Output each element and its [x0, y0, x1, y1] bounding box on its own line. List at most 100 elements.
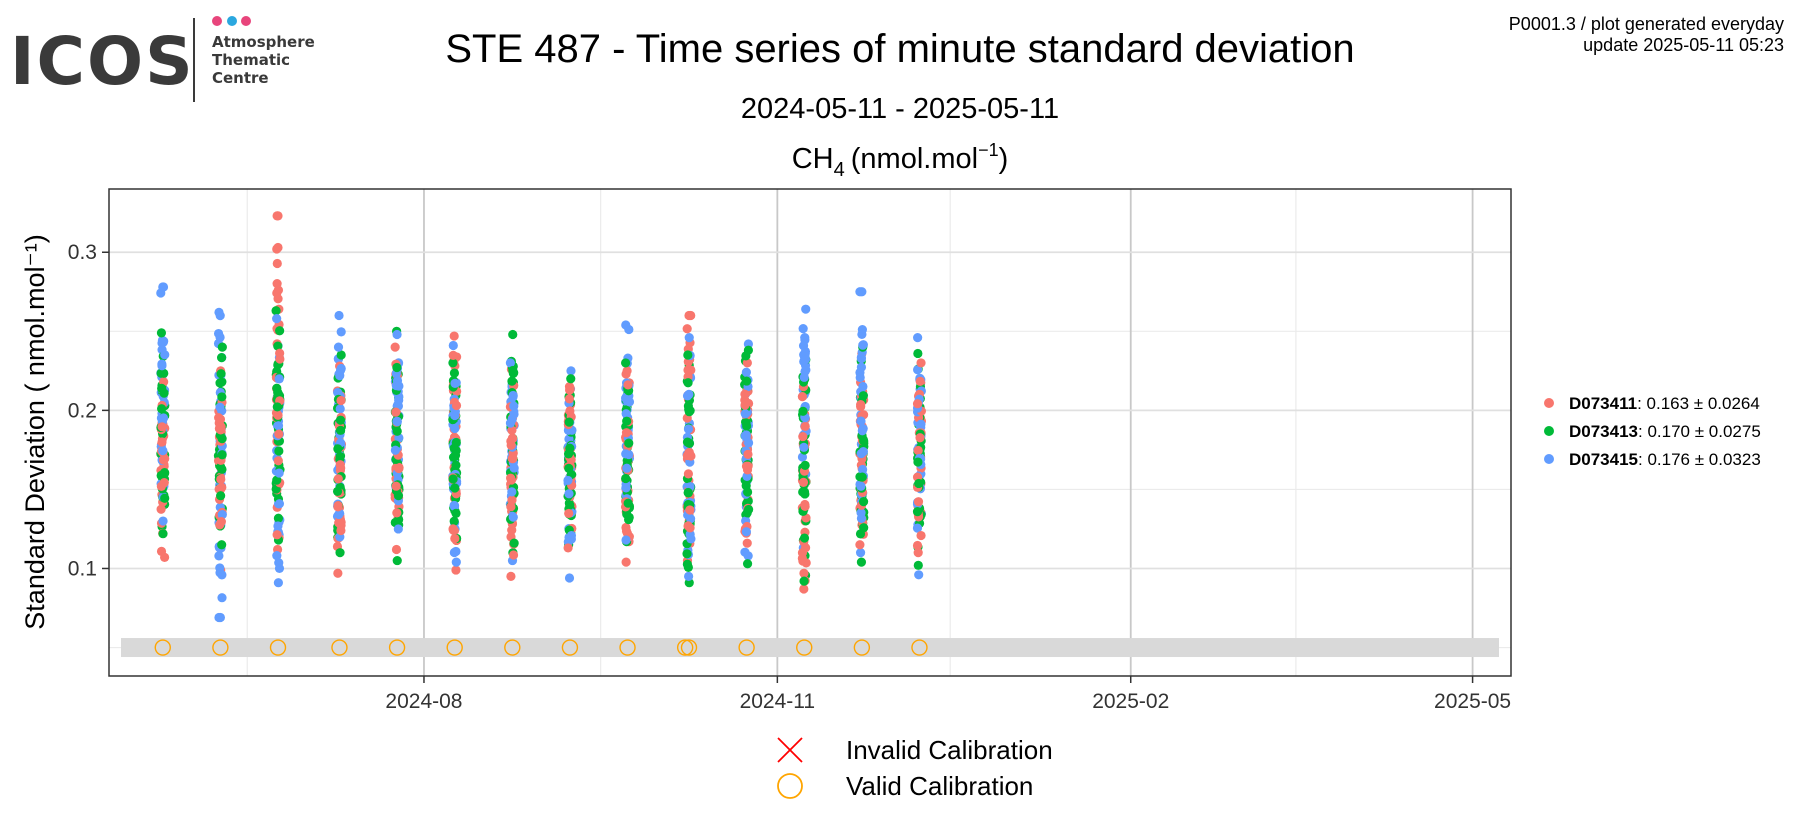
data-point-d073413	[798, 487, 808, 497]
data-point-d073413	[449, 516, 459, 526]
valid-calibration-marker	[331, 639, 348, 656]
data-point-d073413	[451, 460, 461, 470]
data-point-d073411	[506, 473, 516, 483]
data-point-d073415	[394, 381, 404, 391]
data-point-d073411	[683, 469, 694, 479]
data-point-d073415	[743, 438, 754, 448]
x-tick-label: 2025-05	[1434, 690, 1511, 713]
data-point-d073411	[273, 242, 283, 253]
invalid-calibration-label: Invalid Calibration	[846, 735, 1053, 765]
data-point-d073415	[335, 371, 345, 381]
data-point-d073411	[335, 460, 345, 470]
data-point-d073415	[273, 578, 283, 588]
data-point-d073411	[915, 433, 925, 443]
data-point-d073415	[274, 374, 284, 384]
data-point-d073413	[621, 358, 631, 368]
data-point-d073415	[214, 551, 224, 561]
legend-colon: :	[1637, 394, 1646, 413]
data-point-d073411	[508, 454, 518, 464]
data-point-d073411	[336, 395, 346, 406]
data-point-d073415	[855, 548, 866, 558]
data-point-d073413	[563, 449, 574, 459]
legend-series-name: D073411	[1569, 394, 1637, 413]
species-title: CH4 (nmol.mol−1)	[792, 140, 1009, 181]
legend-series-stat: 0.176 ± 0.0323	[1647, 450, 1760, 469]
calibration-markers	[154, 639, 928, 656]
species-main: CH	[792, 143, 834, 175]
data-point-d073411	[333, 568, 343, 578]
data-point-d073411	[740, 389, 750, 399]
data-point-d073411	[507, 495, 517, 505]
data-point-d073411	[565, 406, 575, 416]
valid-calibration-legend-item: Valid Calibration	[777, 771, 1033, 801]
data-point-d073413	[800, 460, 810, 470]
y-tick-label: 0.1	[68, 557, 97, 580]
data-point-d073413	[217, 377, 227, 387]
data-point-d073411	[563, 543, 573, 553]
data-point-d073413	[508, 329, 518, 340]
data-point-d073415	[621, 449, 631, 459]
data-point-d073411	[391, 481, 401, 491]
valid-calibration-marker	[911, 639, 928, 656]
data-point-d073415	[913, 365, 923, 375]
logo-dot	[241, 16, 251, 26]
data-point-d073413	[683, 562, 693, 572]
data-point-d073415	[797, 452, 808, 462]
data-point-d073415	[800, 335, 810, 345]
data-point-d073415	[740, 547, 750, 557]
data-point-d073415	[740, 409, 750, 419]
data-point-d073411	[334, 518, 344, 528]
data-point-d073411	[622, 366, 632, 376]
cross-icon	[777, 737, 803, 763]
data-point-d073413	[684, 438, 695, 448]
data-point-d073411	[157, 422, 167, 432]
data-point-d073415	[217, 593, 227, 603]
data-point-d073411	[621, 557, 631, 567]
data-point-d073415	[334, 310, 344, 321]
date-range: 2024-05-11 - 2025-05-11	[741, 93, 1059, 125]
species-subscript: 4	[834, 159, 845, 181]
data-point-d073415	[624, 324, 634, 335]
data-point-d073413	[683, 350, 693, 360]
data-point-d073411	[273, 294, 283, 304]
data-point-d073413	[333, 444, 343, 454]
plot-metadata: P0001.3 / plot generated everyday update…	[1509, 14, 1784, 56]
data-point-d073413	[798, 406, 808, 416]
data-point-d073413	[217, 342, 227, 352]
data-point-d073413	[744, 504, 754, 515]
data-point-d073413	[336, 350, 346, 360]
data-point-d073415	[392, 416, 402, 427]
data-point-d073413	[566, 374, 576, 384]
data-point-d073411	[214, 413, 224, 423]
data-point-d073411	[216, 517, 226, 527]
data-point-d073411	[272, 530, 282, 540]
data-point-d073413	[156, 328, 167, 338]
data-point-d073415	[566, 366, 576, 376]
legend-swatch	[1544, 454, 1554, 464]
data-point-d073415	[158, 516, 168, 526]
data-point-d073415	[621, 535, 631, 545]
data-point-d073415	[858, 340, 868, 350]
data-point-d073415	[801, 304, 811, 314]
data-point-d073411	[684, 310, 694, 321]
data-point-d073411	[336, 525, 346, 536]
data-point-d073415	[563, 475, 573, 486]
data-point-d073415	[686, 514, 696, 524]
data-point-d073413	[216, 369, 226, 379]
data-point-d073411	[390, 342, 400, 352]
logo-dot	[227, 16, 237, 26]
data-point-d073413	[858, 391, 868, 401]
data-point-d073415	[621, 483, 631, 493]
data-point-d073415	[215, 402, 225, 412]
unit-pre: (nmol.mol	[851, 143, 978, 175]
data-point-d073413	[273, 513, 284, 523]
data-point-d073413	[450, 450, 461, 460]
data-point-d073413	[216, 491, 226, 501]
data-point-d073415	[450, 378, 460, 388]
data-point-d073413	[912, 507, 923, 517]
data-point-d073411	[682, 324, 692, 334]
data-point-d073413	[743, 345, 753, 355]
x-tick-label: 2024-08	[385, 690, 462, 713]
valid-calibration-marker	[738, 639, 755, 656]
data-point-d073411	[743, 449, 753, 460]
